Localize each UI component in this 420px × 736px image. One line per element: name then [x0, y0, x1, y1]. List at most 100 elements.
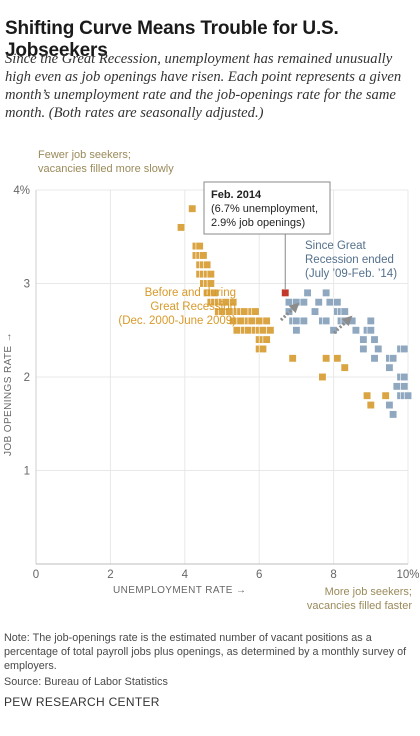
- y-axis-title: JOB OPENINGS RATE →: [3, 332, 14, 456]
- data-point-after: [284, 307, 294, 316]
- data-point-before: [229, 298, 238, 307]
- data-point-after: [392, 382, 401, 391]
- arrow-upper-head: [341, 315, 353, 327]
- top-left-label: Fewer job seekers;: [38, 149, 131, 161]
- data-point-before: [266, 326, 275, 335]
- arrow-lower-head: [288, 302, 300, 314]
- data-point-before: [236, 316, 245, 325]
- before-series-label: Great Recession: [150, 301, 236, 313]
- after-series-label: Recession ended: [305, 254, 394, 266]
- data-point-before: [195, 242, 204, 251]
- org-credit: PEW RESEARCH CENTER: [4, 695, 160, 709]
- data-point-before: [258, 326, 267, 335]
- data-point-before: [288, 354, 297, 363]
- x-tick-label: 10%: [396, 569, 419, 581]
- data-point-after: [325, 298, 334, 307]
- data-point-before: [258, 344, 267, 354]
- data-point-after: [284, 298, 294, 307]
- data-point-before: [247, 316, 256, 325]
- data-point-after: [385, 400, 394, 410]
- chart-title: Shifting Curve Means Trouble for U.S. Jo…: [5, 18, 339, 61]
- callout-title: Feb. 2014: [211, 189, 262, 201]
- data-point-after: [389, 354, 398, 363]
- data-point-before: [210, 288, 219, 297]
- data-point-before: [322, 354, 331, 363]
- source-line: Source: Bureau of Labor Statistics: [4, 676, 168, 688]
- bottom-right-label: More job seekers;: [325, 586, 412, 598]
- data-point-after: [333, 298, 342, 307]
- data-point-before: [206, 279, 215, 288]
- footnote: Note: The job-openings rate is the estim…: [4, 632, 407, 672]
- data-point-after: [370, 335, 379, 344]
- callout-box: [203, 181, 331, 235]
- data-point-before: [243, 326, 253, 335]
- after-series-label: (July ’09-Feb. ’14): [305, 268, 397, 280]
- data-point-before: [232, 326, 241, 335]
- y-tick-label: 2: [24, 372, 30, 384]
- series-after-points: [284, 288, 413, 419]
- x-tick-label: 6: [256, 569, 262, 581]
- x-axis-title: UNEMPLOYMENT RATE →: [113, 585, 246, 596]
- data-point-after: [292, 326, 301, 335]
- data-point-after: [340, 307, 349, 316]
- after-series-label: Since Great: [305, 240, 367, 252]
- data-point-after: [322, 288, 331, 297]
- data-point-after: [370, 354, 379, 363]
- x-tick-label: 8: [330, 569, 336, 581]
- axis-layer: 0 2 4 6 8 10% 1 2 3 4% UNEMPLOYMENT RATE → JOB OPEN…: [3, 185, 420, 596]
- data-point-before: [333, 354, 342, 363]
- data-point-after: [400, 372, 409, 382]
- data-point-before: [318, 372, 327, 382]
- data-point-before: [262, 316, 271, 325]
- data-point-after: [303, 288, 312, 297]
- scatter-chart: 0 2 4 6 8 10% 1 2 3 4% UNEMPLOYMENT RATE → JOB OPEN…: [3, 149, 420, 612]
- data-point-after: [403, 391, 413, 400]
- series-before-points: [177, 204, 390, 410]
- y-tick-label: 4%: [13, 185, 30, 197]
- data-point-before: [188, 204, 197, 213]
- data-point-after: [359, 344, 368, 354]
- top-left-label: vacancies filled more slowly: [38, 163, 174, 175]
- data-point-before: [340, 363, 349, 372]
- data-point-before: [262, 335, 271, 344]
- data-point-after: [366, 326, 375, 335]
- data-point-after: [400, 344, 409, 354]
- data-point-after: [400, 382, 409, 391]
- data-point-before: [381, 391, 390, 400]
- data-point-after: [374, 344, 383, 354]
- data-point-after: [299, 316, 308, 325]
- highlight-point-feb-2014: [281, 288, 290, 297]
- data-point-before: [206, 270, 215, 279]
- data-point-before: [177, 223, 186, 232]
- data-point-before: [199, 251, 208, 260]
- data-point-before: [255, 316, 264, 325]
- data-point-after: [310, 307, 320, 316]
- x-tick-label: 2: [107, 569, 113, 581]
- data-point-after: [351, 326, 360, 335]
- bottom-right-label: vacancies filled faster: [307, 600, 412, 612]
- y-tick-label: 3: [24, 279, 30, 291]
- data-point-after: [314, 298, 323, 307]
- data-point-after: [359, 335, 368, 344]
- data-point-before: [363, 391, 372, 400]
- chart-subtitle: Since the Great Recession, unemployment …: [5, 51, 402, 121]
- grid-layer: [36, 189, 409, 564]
- data-point-after: [389, 410, 398, 419]
- data-point-before: [203, 260, 212, 269]
- callout-line: 2.9% job openings): [211, 217, 305, 229]
- data-point-before: [240, 307, 249, 316]
- callout-line: (6.7% unemployment,: [211, 203, 318, 215]
- x-tick-label: 0: [33, 569, 39, 581]
- data-point-before: [251, 307, 260, 316]
- x-tick-label: 4: [182, 569, 189, 581]
- annotation-layer: Feb. 2014 (6.7% unemployment, 2.9% job ope…: [38, 149, 412, 612]
- data-point-before: [366, 400, 375, 410]
- data-point-after: [366, 316, 375, 325]
- data-point-after: [292, 316, 301, 325]
- y-tick-label: 1: [24, 466, 30, 478]
- data-point-after: [385, 363, 394, 372]
- data-point-after: [299, 298, 308, 307]
- before-series-label: (Dec. 2000-June 2009): [118, 315, 236, 327]
- data-point-after: [322, 316, 331, 325]
- before-series-label: Before and during: [145, 287, 236, 299]
